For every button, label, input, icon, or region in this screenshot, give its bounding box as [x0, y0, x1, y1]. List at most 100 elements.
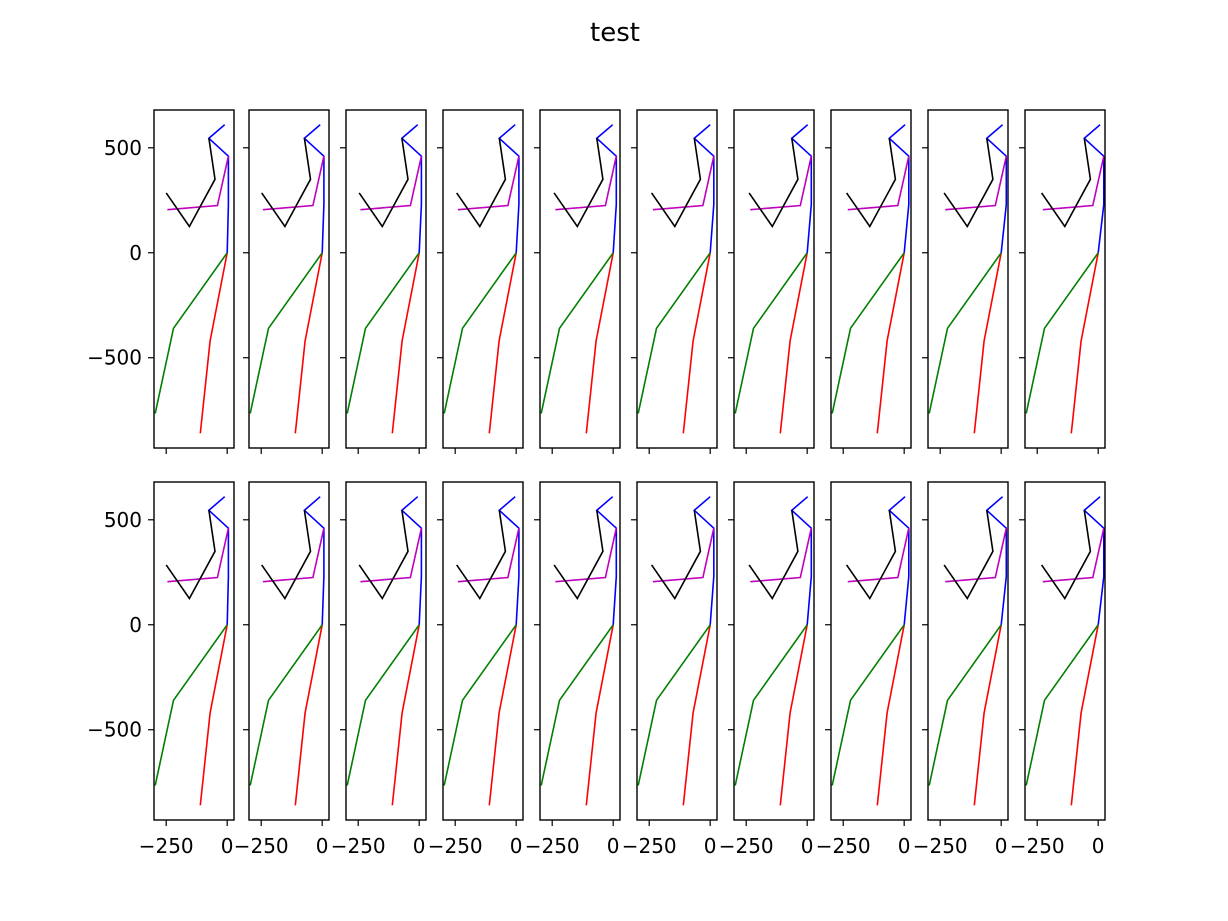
- subplot-9: [922, 109, 1009, 454]
- y-tick-label: 500: [104, 136, 142, 160]
- axes-frame: [927, 109, 1009, 449]
- series-red-line: [876, 624, 905, 806]
- x-tick-label: 0: [995, 834, 1008, 858]
- series-green-line: [346, 252, 420, 414]
- series-magenta-line: [555, 156, 618, 211]
- series-magenta-line: [847, 528, 910, 583]
- series-black-line: [650, 138, 702, 229]
- y-tick-label: 500: [104, 508, 142, 532]
- series-green-line: [734, 624, 808, 786]
- axes-frame: [539, 481, 621, 821]
- series-red-line: [391, 252, 420, 434]
- x-tick-label: −250: [139, 834, 194, 858]
- x-tick-label: 0: [801, 834, 814, 858]
- x-tick-label: 0: [413, 834, 426, 858]
- series-black-line: [261, 510, 312, 601]
- axes-frame: [153, 481, 235, 821]
- series-black-line: [261, 138, 312, 229]
- series-green-line: [734, 252, 808, 414]
- subplot-13: −250 0: [331, 481, 427, 858]
- axes-frame: [248, 481, 330, 821]
- series-magenta-line: [360, 156, 423, 211]
- series-green-line: [443, 624, 517, 786]
- subplot-6: [631, 109, 718, 454]
- series-magenta-line: [167, 528, 230, 583]
- series-black-line: [456, 138, 507, 229]
- axes-frame: [733, 481, 815, 821]
- series-black-line: [358, 138, 409, 229]
- axes-frame: [153, 109, 235, 449]
- series-green-line: [249, 252, 323, 414]
- subplot-2: [243, 109, 330, 454]
- series-magenta-line: [945, 528, 1008, 583]
- series-black-line: [165, 510, 216, 601]
- series-magenta-line: [1042, 156, 1105, 211]
- x-tick-label: −250: [622, 834, 677, 858]
- axes-frame: [248, 109, 330, 449]
- y-tick-label: 0: [129, 613, 142, 637]
- series-green-line: [637, 624, 711, 786]
- subplot-14: −250 0: [428, 481, 524, 858]
- series-green-line: [637, 252, 711, 414]
- subplot-15: −250 0: [525, 481, 621, 858]
- series-red-line: [973, 624, 1002, 806]
- subplot-17: −250 0: [719, 481, 815, 858]
- series-red-line: [294, 624, 323, 806]
- axes-frame: [830, 109, 912, 449]
- series-black-line: [358, 510, 409, 601]
- series-green-line: [928, 624, 1002, 786]
- series-magenta-line: [652, 528, 715, 583]
- series-magenta-line: [555, 528, 618, 583]
- x-tick-label: −250: [428, 834, 483, 858]
- series-green-line: [249, 624, 323, 786]
- series-red-line: [199, 624, 228, 806]
- series-green-line: [346, 624, 420, 786]
- subplot-16: −250 0: [622, 481, 718, 858]
- axes-frame: [927, 481, 1009, 821]
- series-black-line: [1040, 510, 1092, 601]
- series-green-line: [154, 624, 228, 786]
- series-red-line: [199, 252, 228, 434]
- subplot-5: [534, 109, 621, 454]
- series-black-line: [943, 138, 994, 229]
- x-tick-label: 0: [316, 834, 329, 858]
- axes-frame: [345, 109, 427, 449]
- series-red-line: [488, 252, 517, 434]
- series-black-line: [748, 138, 799, 229]
- series-magenta-line: [262, 528, 325, 583]
- axes-frame: [733, 109, 815, 449]
- y-tick-label: −500: [87, 346, 142, 370]
- series-black-line: [165, 138, 216, 229]
- series-red-line: [1070, 624, 1099, 806]
- y-tick-label: 0: [129, 241, 142, 265]
- series-black-line: [943, 510, 994, 601]
- series-red-line: [391, 624, 420, 806]
- axes-frame: [830, 481, 912, 821]
- subplot-8: [825, 109, 912, 454]
- series-magenta-line: [945, 156, 1008, 211]
- series-red-line: [585, 624, 614, 806]
- x-tick-label: 0: [607, 834, 620, 858]
- series-magenta-line: [750, 528, 813, 583]
- series-red-line: [488, 624, 517, 806]
- series-red-line: [973, 252, 1002, 434]
- series-red-line: [1070, 252, 1099, 434]
- axes-frame: [539, 109, 621, 449]
- series-red-line: [682, 252, 711, 434]
- axes-frame: [442, 481, 524, 821]
- axes-frame: [636, 481, 718, 821]
- x-tick-label: 0: [704, 834, 717, 858]
- series-green-line: [831, 624, 905, 786]
- series-black-line: [845, 138, 897, 229]
- x-tick-label: 0: [221, 834, 234, 858]
- series-green-line: [540, 252, 614, 414]
- series-magenta-line: [1042, 528, 1105, 583]
- x-tick-label: 0: [1092, 834, 1105, 858]
- subplot-3: [340, 109, 427, 454]
- series-black-line: [456, 510, 507, 601]
- subplot-19: −250 0: [913, 481, 1009, 858]
- series-green-line: [443, 252, 517, 414]
- series-green-line: [928, 252, 1002, 414]
